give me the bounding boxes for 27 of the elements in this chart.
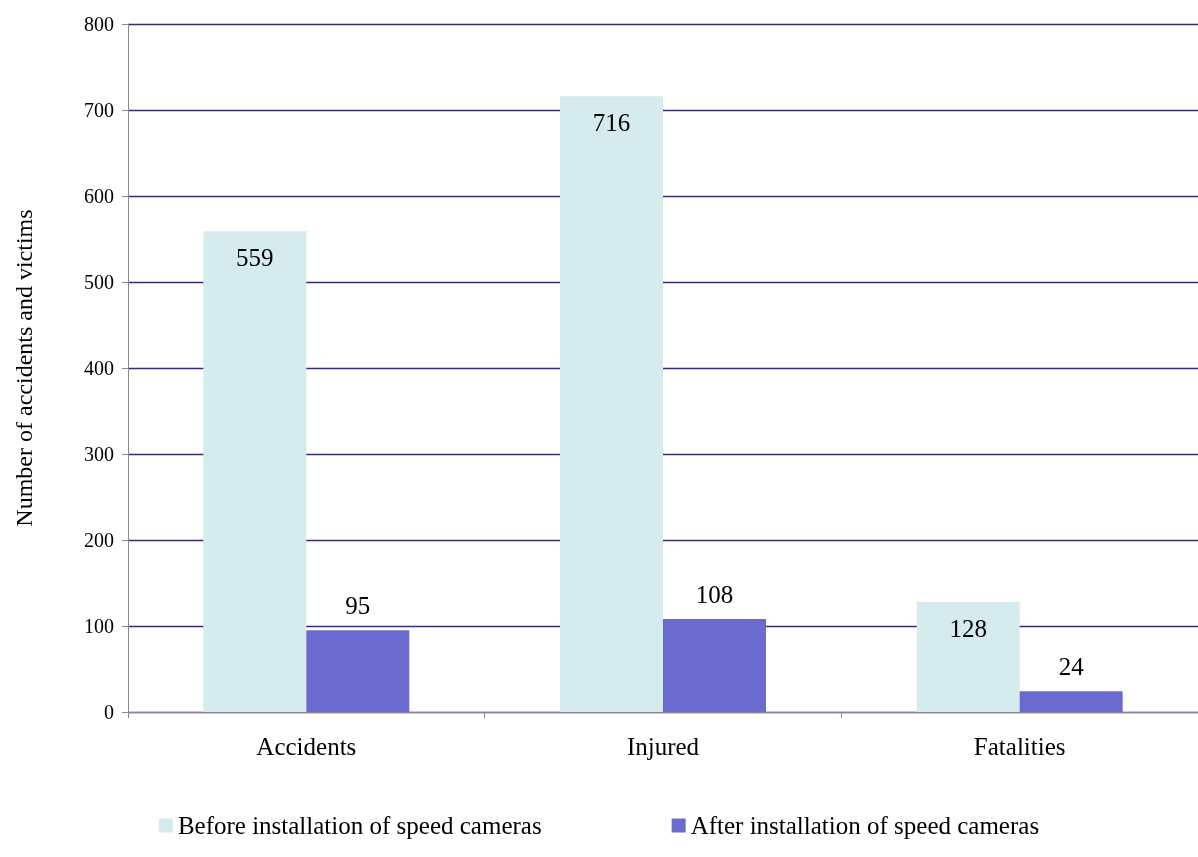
bar	[663, 619, 766, 712]
y-tick-label: 300	[84, 443, 114, 465]
y-tick-label: 200	[84, 529, 114, 551]
data-label: 95	[345, 592, 371, 620]
data-label: 716	[592, 109, 631, 137]
bar	[306, 630, 410, 712]
y-tick-label: 700	[84, 99, 114, 121]
legend-label: After installation of speed cameras	[690, 812, 1040, 839]
bar	[1019, 691, 1123, 712]
y-tick-label: 100	[84, 615, 114, 637]
bar	[203, 231, 307, 712]
legend-label: Before installation of speed cameras	[177, 812, 542, 839]
y-axis-title: Number of accidents and victims	[11, 209, 37, 527]
x-tick-label: Injured	[626, 733, 700, 760]
data-label: 128	[949, 614, 987, 642]
x-tick-label: Fatalities	[973, 733, 1066, 760]
y-tick-label: 400	[84, 357, 114, 379]
data-label: 108	[695, 581, 734, 609]
y-tick-label: 800	[84, 13, 114, 35]
y-tick-label: 500	[84, 271, 114, 293]
bar	[916, 601, 1020, 712]
data-label: 24	[1058, 653, 1085, 681]
y-tick-label: 600	[84, 185, 114, 207]
data-label: 559	[236, 244, 274, 272]
y-tick-label: 0	[104, 701, 114, 723]
x-tick-label: Accidents	[256, 733, 357, 760]
bar	[560, 96, 663, 712]
